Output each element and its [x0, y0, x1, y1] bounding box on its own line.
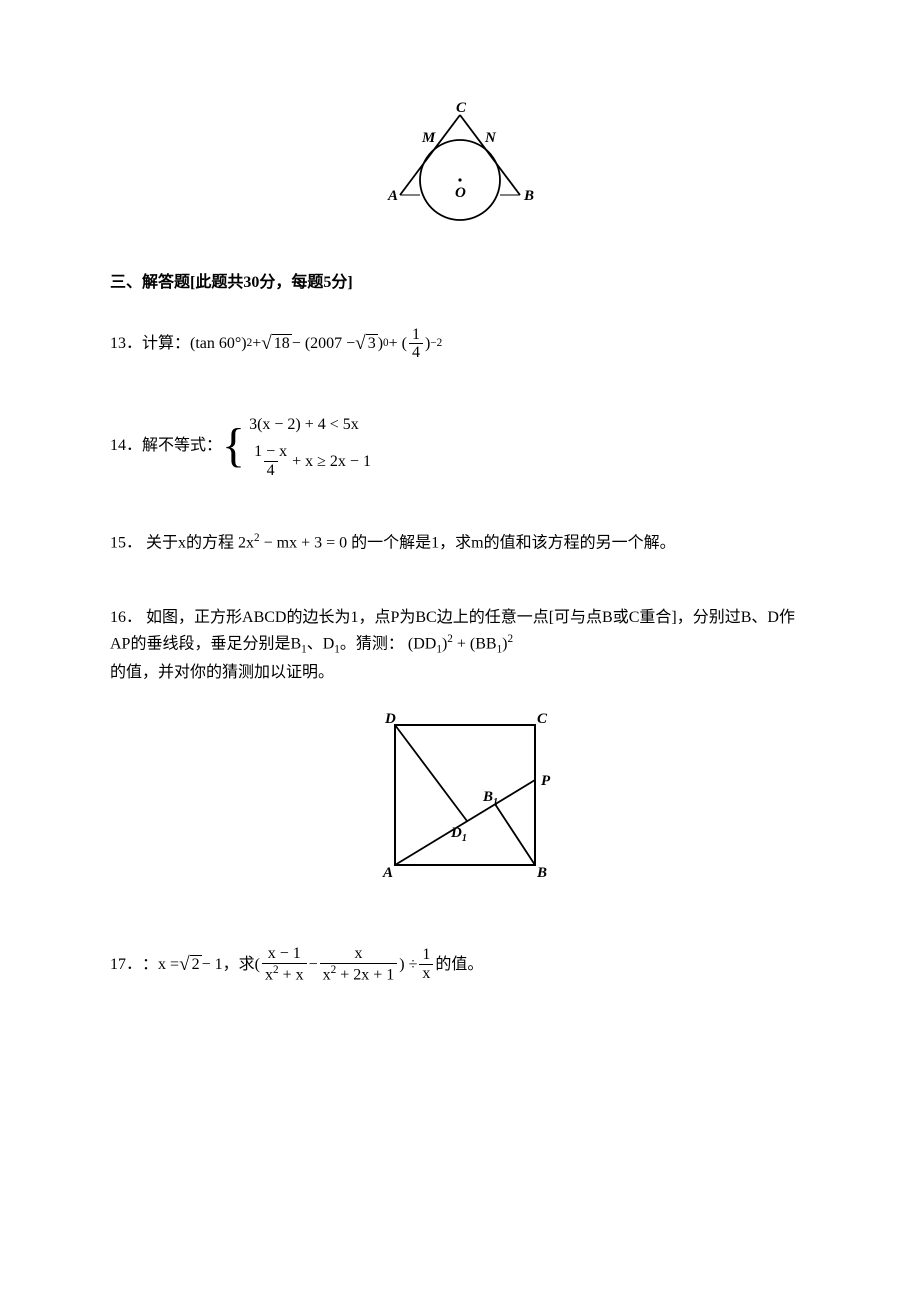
q16-plus: +: [457, 635, 470, 652]
problem-15: 15． 关于x的方程 2x2 − mx + 3 = 0 的一个解是1，求m的值和…: [110, 530, 810, 556]
q17-f1: x − 1 x2 + x: [262, 945, 307, 984]
q17-f2: x x2 + 2x + 1: [320, 945, 398, 984]
svg-text:P: P: [541, 773, 551, 789]
problem-17: 17． ： x = √2 − 1 ，求 ( x − 1 x2 + x − x x…: [110, 945, 810, 984]
label-N: N: [484, 130, 497, 146]
svg-text:D1: D1: [450, 825, 467, 844]
q13-label: 计算：: [142, 331, 190, 357]
q16-textc: 。猜测：: [340, 635, 404, 652]
svg-text:C: C: [537, 711, 548, 727]
q15-num: 15．: [110, 534, 142, 551]
q17-colon: ：: [142, 952, 158, 978]
q13-plus1: +: [252, 331, 261, 357]
q14-system: { 3(x − 2) + 4 < 5x 1 − x 4 + x ≥ 2x − 1: [222, 412, 371, 480]
q17-comma: ，求: [223, 952, 255, 978]
q14-num: 14．: [110, 433, 142, 459]
q17-minus1: − 1: [202, 952, 223, 978]
problem-16: 16． 如图，正方形ABCD的边长为1，点P为BC边上的任意一点[可与点B或C重…: [110, 605, 810, 895]
q17-closediv: ) ÷: [399, 952, 417, 978]
label-C: C: [456, 100, 467, 116]
label-M: M: [421, 130, 436, 146]
sqrt-3: √3: [355, 334, 378, 353]
svg-text:D: D: [384, 711, 396, 727]
q13-num: 13．: [110, 331, 142, 357]
q15-texta: 关于x的方程: [146, 534, 234, 551]
q16-bb: (BB: [470, 635, 497, 652]
q17-tail: 的值。: [435, 952, 483, 978]
q17-num: 17．: [110, 952, 142, 978]
svg-text:B1: B1: [482, 789, 498, 808]
q16-dd: (DD: [408, 635, 436, 652]
sqrt-18: √18: [261, 334, 292, 353]
label-B: B: [523, 188, 534, 204]
q17-xeq: x =: [158, 952, 179, 978]
sqrt-2: √2: [179, 955, 202, 974]
svg-text:A: A: [382, 865, 393, 881]
q16-textb: 、D: [307, 635, 335, 652]
label-A: A: [387, 188, 398, 204]
problem-14: 14． 解不等式： { 3(x − 2) + 4 < 5x 1 − x 4 + …: [110, 412, 810, 480]
q17-f3: 1 x: [419, 946, 433, 982]
problem-13: 13． 计算： (tan 60°) 2 + √18 − (2007 − √3 )…: [110, 326, 810, 362]
label-O: O: [455, 185, 466, 201]
q13-minus1: − (2007 −: [292, 331, 355, 357]
figure-circle-tangents: C M N A B O: [110, 100, 810, 230]
q17-minus: −: [309, 952, 318, 978]
frac-1-4: 1 4: [409, 326, 423, 362]
q16-num: 16．: [110, 609, 142, 626]
q13-plus2: + (: [389, 331, 407, 357]
q15-exprb: − mx + 3 = 0: [260, 534, 352, 551]
q14-line1: 3(x − 2) + 4 < 5x: [249, 412, 371, 438]
q13-expneg2: −2: [430, 335, 442, 353]
q16-textd: 的值，并对你的猜测加以证明。: [110, 660, 810, 686]
q17-open: (: [255, 952, 260, 978]
q16-bbe: 2: [507, 633, 513, 645]
figure-square-abcd: D C P B1 D1 A B: [110, 705, 810, 895]
q16-texta: 如图，正方形ABCD的边长为1，点P为BC边上的任意一点[可与点B或C重合]，分…: [110, 609, 795, 652]
q16-dde: 2: [447, 633, 453, 645]
q15-expr: 2x: [238, 534, 254, 551]
svg-text:B: B: [536, 865, 547, 881]
q15-textb: 的一个解是1，求m的值和该方程的另一个解。: [351, 534, 675, 551]
q13-prefix: (tan 60°): [190, 331, 247, 357]
section-3-title: 三、解答题[此题共30分，每题5分]: [110, 270, 810, 296]
q14-line2: 1 − x 4 + x ≥ 2x − 1: [249, 443, 371, 479]
q14-label: 解不等式：: [142, 433, 222, 459]
